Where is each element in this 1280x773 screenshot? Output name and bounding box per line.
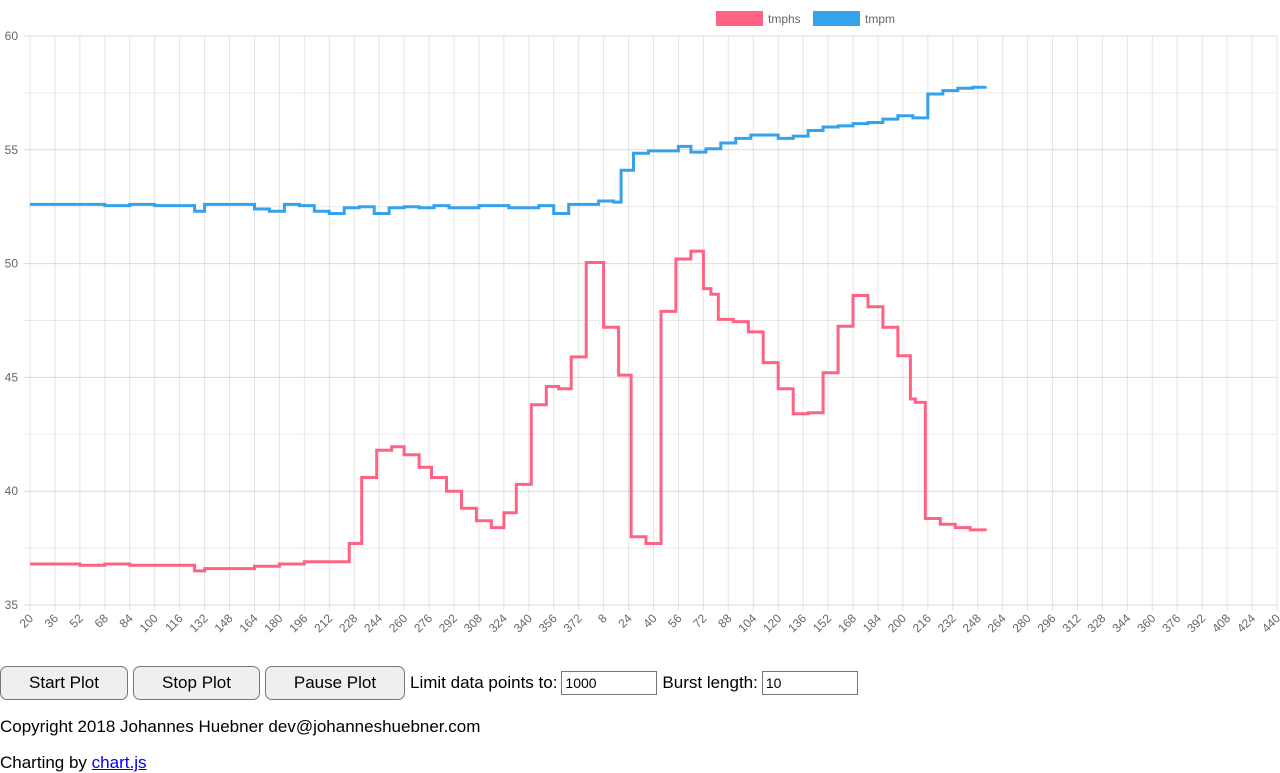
start-plot-button[interactable]: Start Plot xyxy=(0,666,128,700)
x-tick-label: 440 xyxy=(1259,611,1280,635)
x-tick-label: 228 xyxy=(336,611,360,635)
legend-item-tmpm[interactable]: tmpm xyxy=(813,11,895,26)
x-tick-label: 180 xyxy=(261,611,285,635)
x-tick-label: 36 xyxy=(42,611,62,631)
x-tick-label: 276 xyxy=(411,611,435,635)
x-tick-label: 20 xyxy=(17,611,37,631)
x-tick-label: 356 xyxy=(536,611,560,635)
x-tick-label: 84 xyxy=(117,611,137,631)
x-tick-label: 88 xyxy=(715,611,735,631)
x-tick-label: 360 xyxy=(1134,611,1158,635)
chart-legend[interactable]: tmphs tmpm xyxy=(716,11,895,26)
x-tick-label: 312 xyxy=(1060,611,1084,635)
legend-label: tmpm xyxy=(865,12,895,26)
legend-item-tmphs[interactable]: tmphs xyxy=(716,11,801,26)
x-tick-label: 136 xyxy=(785,611,809,635)
x-tick-label: 408 xyxy=(1209,611,1233,635)
x-tick-label: 232 xyxy=(935,611,959,635)
limit-data-points-label: Limit data points to: xyxy=(410,673,558,692)
legend-swatch xyxy=(813,11,860,26)
x-tick-label: 200 xyxy=(885,611,909,635)
y-axis: 35 40 45 50 55 60 xyxy=(5,29,19,612)
x-tick-label: 52 xyxy=(67,611,87,631)
x-axis: 20 36 52 68 84 100 116 132 148 164 180 196 212 228 244… xyxy=(17,611,1280,635)
x-tick-label: 184 xyxy=(860,611,884,635)
x-tick-label: 100 xyxy=(137,611,161,635)
y-tick-label: 60 xyxy=(5,29,19,43)
copyright-text: Copyright 2018 Johannes Huebner dev@joha… xyxy=(0,717,481,736)
legend-label: tmphs xyxy=(768,12,801,26)
burst-length-label: Burst length: xyxy=(662,673,758,692)
x-tick-label: 196 xyxy=(286,611,310,635)
x-tick-label: 392 xyxy=(1184,611,1208,635)
burst-length-input[interactable] xyxy=(761,671,858,695)
x-tick-label: 148 xyxy=(212,611,236,635)
x-tick-label: 376 xyxy=(1159,611,1183,635)
x-tick-label: 24 xyxy=(615,611,635,631)
x-tick-label: 164 xyxy=(237,611,261,635)
x-tick-label: 280 xyxy=(1010,611,1034,635)
x-tick-label: 168 xyxy=(835,611,859,635)
x-tick-label: 340 xyxy=(511,611,535,635)
x-tick-label: 248 xyxy=(960,611,984,635)
stop-plot-button[interactable]: Stop Plot xyxy=(133,666,260,700)
x-tick-label: 292 xyxy=(436,611,460,635)
x-tick-label: 324 xyxy=(486,611,510,635)
series-line-tmpm xyxy=(30,85,987,215)
pause-plot-button[interactable]: Pause Plot xyxy=(265,666,405,700)
x-tick-label: 308 xyxy=(461,611,485,635)
x-tick-label: 40 xyxy=(640,611,660,631)
x-tick-label: 68 xyxy=(92,611,112,631)
x-tick-label: 72 xyxy=(690,611,710,631)
legend-swatch xyxy=(716,11,763,26)
charting-credit: Charting by chart.js xyxy=(0,753,146,773)
x-tick-label: 296 xyxy=(1035,611,1059,635)
x-tick-label: 216 xyxy=(910,611,934,635)
x-tick-label: 424 xyxy=(1234,611,1258,635)
x-tick-label: 8 xyxy=(595,611,610,626)
chart-series xyxy=(30,85,987,573)
x-tick-label: 328 xyxy=(1084,611,1108,635)
x-tick-label: 212 xyxy=(311,611,335,635)
x-tick-label: 372 xyxy=(561,611,585,635)
chart-grid xyxy=(24,35,1278,611)
x-tick-label: 264 xyxy=(985,611,1009,635)
y-tick-label: 35 xyxy=(5,598,19,612)
y-tick-label: 40 xyxy=(5,484,19,498)
x-tick-label: 244 xyxy=(361,611,385,635)
plot-controls: Start Plot Stop Plot Pause Plot Limit da… xyxy=(0,665,863,701)
x-tick-label: 260 xyxy=(386,611,410,635)
series-line-tmphs xyxy=(30,249,987,573)
x-tick-label: 56 xyxy=(665,611,685,631)
x-tick-label: 344 xyxy=(1109,611,1133,635)
x-tick-label: 132 xyxy=(187,611,211,635)
x-tick-label: 104 xyxy=(735,611,759,635)
y-tick-label: 45 xyxy=(5,370,19,384)
y-tick-label: 55 xyxy=(5,143,19,157)
limit-data-points-input[interactable] xyxy=(561,671,658,695)
x-tick-label: 120 xyxy=(760,611,784,635)
x-tick-label: 116 xyxy=(162,611,186,635)
x-tick-label: 152 xyxy=(810,611,834,635)
y-tick-label: 50 xyxy=(5,257,19,271)
